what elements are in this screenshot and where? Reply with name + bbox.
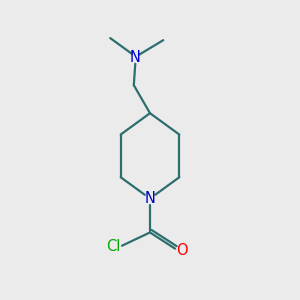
Text: N: N: [145, 191, 155, 206]
Text: N: N: [130, 50, 141, 65]
Text: Cl: Cl: [106, 239, 121, 254]
Text: O: O: [176, 243, 188, 258]
